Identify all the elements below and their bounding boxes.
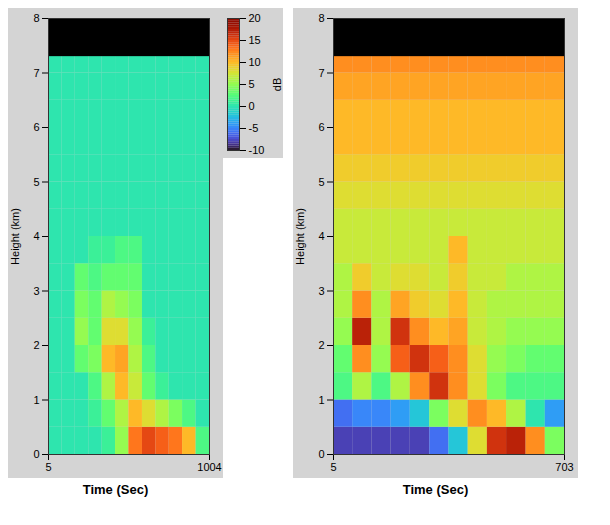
svg-text:15: 15 — [249, 34, 261, 46]
svg-text:6: 6 — [33, 121, 39, 133]
html-text:Time (Sec): Time (Sec) — [402, 482, 469, 497]
svg-text:0: 0 — [249, 100, 255, 112]
svg-text:20: 20 — [249, 12, 261, 24]
svg-text:Height (km): Height (km) — [9, 208, 21, 265]
svg-text:10: 10 — [249, 56, 261, 68]
svg-text:5: 5 — [33, 176, 39, 188]
svg-text:5: 5 — [249, 78, 255, 90]
svg-text:-10: -10 — [249, 144, 265, 156]
svg-text:7: 7 — [318, 67, 324, 79]
svg-text:0: 0 — [318, 448, 324, 460]
svg-text:4: 4 — [33, 230, 39, 242]
svg-text:1: 1 — [318, 394, 324, 406]
svg-text:8: 8 — [33, 12, 39, 24]
svg-text:5: 5 — [318, 176, 324, 188]
svg-text:3: 3 — [33, 285, 39, 297]
html-text:Time (Sec): Time (Sec) — [82, 482, 149, 497]
svg-text:1004: 1004 — [197, 461, 221, 473]
svg-text:1: 1 — [33, 394, 39, 406]
svg-text:5: 5 — [45, 461, 51, 473]
svg-text:6: 6 — [318, 121, 324, 133]
svg-text:8: 8 — [318, 12, 324, 24]
svg-text:3: 3 — [318, 285, 324, 297]
svg-text:-5: -5 — [249, 122, 259, 134]
svg-text:5: 5 — [330, 461, 336, 473]
svg-text:7: 7 — [33, 67, 39, 79]
svg-text:4: 4 — [318, 230, 324, 242]
svg-text:2: 2 — [33, 339, 39, 351]
svg-text:0: 0 — [33, 448, 39, 460]
svg-text:703: 703 — [555, 461, 573, 473]
svg-text:2: 2 — [318, 339, 324, 351]
svg-text:dB: dB — [271, 78, 283, 91]
svg-text:Height (km): Height (km) — [294, 208, 306, 265]
